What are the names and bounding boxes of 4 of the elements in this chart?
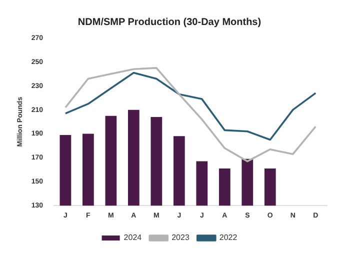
chart-title: NDM/SMP Production (30-Day Months) [78,16,262,28]
legend-label: 2023 [172,233,190,242]
legend-label: 2024 [124,233,142,242]
legend-label: 2022 [219,233,238,242]
